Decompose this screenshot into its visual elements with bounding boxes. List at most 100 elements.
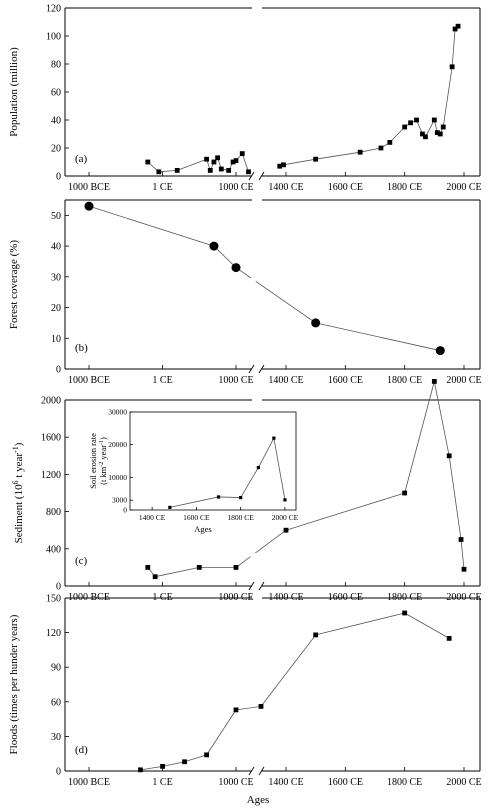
data-point — [230, 159, 236, 165]
series-line — [451, 28, 456, 67]
data-point — [423, 134, 428, 140]
y-tick-label: 120 — [46, 4, 61, 15]
y-tick-label: 60 — [51, 88, 61, 99]
series-line — [448, 455, 462, 540]
x-tick-label: 1400 CE — [268, 182, 303, 193]
y-tick-label: 30 — [51, 272, 61, 283]
y-tick-label: 120 — [46, 628, 61, 639]
y-axis-title-part: t year — [13, 453, 25, 481]
y-tick-label: 800 — [46, 507, 61, 518]
data-point — [434, 130, 440, 135]
x-tick-label: 1000 CE — [218, 375, 253, 386]
inset-units-part: year — [98, 445, 108, 462]
inset-x-axis-title: Ages — [194, 524, 211, 534]
series-line — [241, 153, 249, 172]
data-point — [414, 117, 419, 123]
series-line — [433, 381, 450, 456]
data-point — [204, 156, 209, 162]
series-line — [315, 322, 441, 351]
data-point — [435, 346, 445, 356]
data-point — [215, 155, 221, 161]
data-point — [138, 767, 143, 773]
series-line — [315, 151, 361, 160]
data-point — [182, 759, 187, 765]
data-point — [152, 574, 158, 580]
data-point — [207, 168, 213, 173]
data-point — [209, 241, 219, 251]
data-point — [211, 159, 217, 165]
data-point — [281, 162, 286, 168]
data-point — [455, 23, 461, 29]
data-point — [446, 453, 452, 459]
y-tick-label: 100 — [46, 32, 61, 43]
inset-units-part: (t km — [98, 466, 108, 485]
data-point — [258, 704, 264, 709]
inset-y-axis-title: Soil erosion rate — [88, 433, 98, 489]
panel-label: (b) — [75, 342, 88, 354]
inset-frame — [129, 411, 297, 511]
data-point — [446, 635, 452, 641]
x-tick-label: 1600 CE — [328, 182, 363, 193]
axis-break-mark — [248, 364, 265, 374]
inset-x-tick-label: 1600 CE — [183, 513, 210, 522]
inset-x-tick-label: 1800 CE — [227, 513, 254, 522]
panel-a: 0 20 40 60 80 100 120 1000 BCE 1 CE 1000 CE 1400 C… — [8, 4, 482, 194]
x-tick-label: 1000 CE — [218, 777, 253, 788]
y-tick-label: 1200 — [41, 470, 61, 481]
y-tick-label: 2000 — [41, 396, 61, 407]
y-tick-label: 0 — [56, 172, 61, 183]
inset-series-line — [240, 467, 259, 498]
data-point — [461, 566, 467, 572]
inset-y-tick-label: 20000 — [108, 440, 127, 449]
inset-units-sup: -2 — [99, 462, 105, 467]
data-point — [311, 318, 321, 328]
panel-label: (d) — [75, 744, 88, 756]
data-point — [283, 527, 289, 533]
series-line — [213, 245, 237, 268]
data-point — [174, 168, 180, 173]
x-tick-label: 1000 BCE — [68, 182, 110, 193]
y-tick-label: 40 — [51, 242, 61, 253]
data-point — [378, 145, 384, 151]
inset-x-tick-label: 2000 CE — [272, 513, 299, 522]
panel-d: 0 30 60 90 120 150 1000 BCE 1 CE 1000 CE 1400 CE 1… — [8, 594, 482, 789]
data-point — [387, 140, 393, 145]
y-axis-title: Forest coverage (%) — [8, 240, 20, 330]
x-tick-label: 1 CE — [152, 375, 172, 386]
inset-y-tick-label: 10000 — [108, 473, 127, 482]
data-point — [160, 763, 165, 769]
y-tick-label: 20 — [51, 303, 61, 314]
data-point — [420, 131, 425, 137]
x-tick-label: 1000 CE — [218, 182, 253, 193]
inset-data-point — [168, 505, 172, 509]
series-line — [177, 158, 207, 171]
series-line — [360, 147, 382, 153]
y-tick-label: 50 — [51, 211, 61, 222]
data-point — [204, 752, 209, 758]
x-tick-label: 1000 BCE — [68, 777, 110, 788]
data-point — [145, 565, 151, 570]
data-point — [196, 565, 202, 570]
x-tick-label: 1400 CE — [268, 375, 303, 386]
inset-series-line — [218, 496, 241, 498]
y-tick-label: 0 — [56, 365, 61, 376]
data-point — [84, 201, 94, 211]
y-tick-label: 10 — [51, 334, 61, 345]
x-tick-label: 2000 CE — [446, 182, 481, 193]
data-point — [277, 163, 283, 169]
data-point — [402, 610, 408, 616]
x-tick-label: 2000 CE — [446, 375, 481, 386]
series-line — [389, 126, 405, 143]
y-axis-title: Population (million) — [8, 47, 20, 137]
y-tick-label: 0 — [56, 767, 61, 778]
series-line — [425, 119, 435, 137]
data-point — [233, 565, 239, 570]
series-line — [206, 709, 237, 756]
series-line — [460, 539, 465, 570]
inset-y-tick-label: 0 — [123, 506, 127, 515]
data-point — [313, 156, 319, 162]
